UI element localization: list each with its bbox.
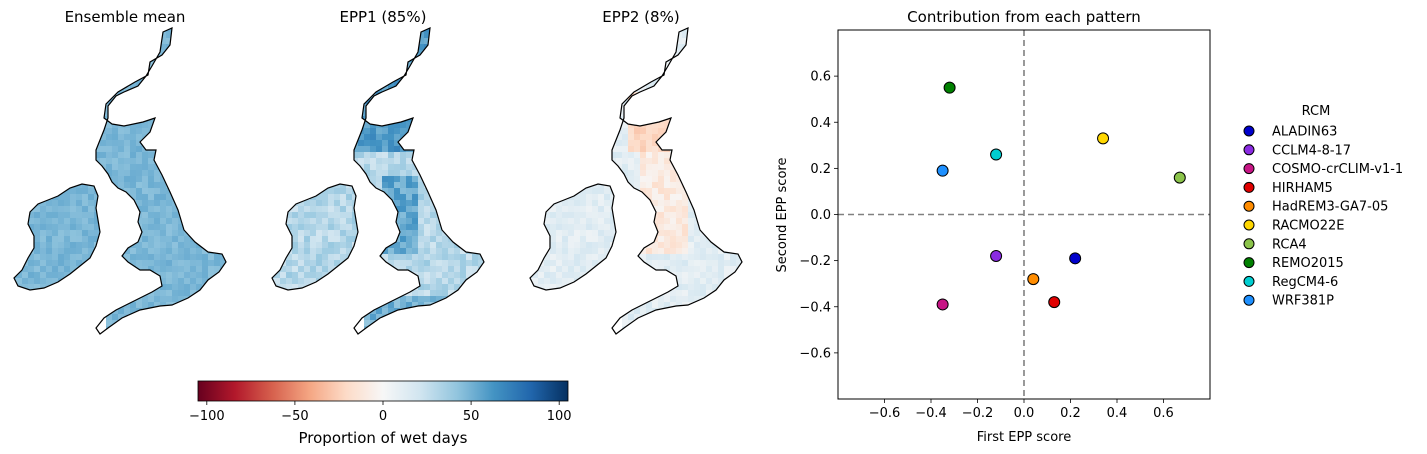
reference-lines [838, 30, 1210, 399]
x-tick-label: 0.2 [1060, 406, 1081, 421]
legend-marker [1243, 238, 1255, 250]
map-title-epp1: EPP1 (85%) [340, 8, 427, 26]
colorbar-gradient [197, 380, 569, 402]
map-panel-ensemble-mean: Ensemble mean [13, 8, 227, 335]
colorbar-tick-label: 50 [463, 409, 480, 424]
legend-marker [1243, 144, 1255, 156]
legend-label: RegCM4-6 [1272, 275, 1338, 290]
legend-label: RACMO22E [1272, 219, 1344, 234]
y-axis-label: Second EPP score [775, 158, 790, 273]
y-tick-label: −0.2 [799, 254, 831, 269]
legend-label: CCLM4-8-17 [1272, 143, 1351, 158]
legend-label: ALADIN63 [1272, 125, 1337, 140]
colorbar-label: Proportion of wet days [299, 429, 468, 447]
legend-marker [1243, 163, 1255, 175]
legend: RCM ALADIN63 CCLM4-8-17 COSMO-crCLIM-v1-1 H… [1243, 104, 1403, 309]
legend-marker [1243, 294, 1255, 306]
legend-marker [1243, 181, 1255, 193]
legend-label: REMO2015 [1272, 256, 1344, 271]
map-field-ensemble-mean [14, 28, 226, 334]
point-hirham5 [1048, 296, 1061, 309]
point-cclm4-8-17 [990, 250, 1003, 263]
y-axis-ticks: −0.6 −0.4 −0.2 0.0 0.2 0.4 0.6 [799, 70, 838, 361]
point-rca4 [1173, 171, 1186, 184]
legend-marker [1243, 275, 1255, 287]
legend-marker [1243, 257, 1255, 269]
colorbar-tick-label: −50 [281, 409, 308, 424]
legend-marker [1243, 219, 1255, 231]
x-tick-label: 0.0 [1014, 406, 1035, 421]
map-title-epp2: EPP2 (8%) [602, 8, 679, 26]
x-tick-label: −0.6 [869, 406, 901, 421]
point-remo2015 [943, 81, 956, 94]
x-axis-ticks: −0.6 −0.4 −0.2 0.0 0.2 0.4 0.6 [869, 399, 1174, 421]
y-tick-label: 0.4 [810, 116, 831, 131]
legend-label: COSMO-crCLIM-v1-1 [1272, 162, 1403, 177]
legend-label: RCA4 [1272, 237, 1307, 252]
point-racmo22e [1097, 132, 1110, 145]
legend-label: HadREM3-GA7-05 [1272, 200, 1388, 215]
legend-title: RCM [1302, 104, 1331, 119]
point-hadrem3-ga7-05 [1027, 273, 1040, 286]
colorbar-ticks: −100 −50 0 50 100 [189, 401, 572, 424]
legend-label: HIRHAM5 [1272, 181, 1333, 196]
point-regcm4-6 [990, 148, 1003, 161]
point-aladin63 [1069, 252, 1082, 265]
x-tick-label: −0.2 [962, 406, 994, 421]
y-tick-label: −0.6 [799, 346, 831, 361]
legend-marker [1243, 125, 1255, 137]
chart-title: Contribution from each pattern [907, 8, 1141, 26]
map-panel-epp2: EPP2 (8%) [529, 8, 743, 335]
map-panel-epp1: EPP1 (85%) [271, 8, 485, 335]
y-tick-label: 0.6 [810, 70, 831, 85]
x-tick-label: 0.4 [1107, 406, 1128, 421]
colorbar: −100 −50 0 50 100 Proportion of wet days [189, 380, 572, 447]
y-tick-label: 0.2 [810, 162, 831, 177]
x-tick-label: −0.4 [915, 406, 947, 421]
x-tick-label: 0.6 [1153, 406, 1174, 421]
scatter-points [936, 81, 1186, 311]
point-cosmo-crclim-v1-1 [936, 298, 949, 311]
colorbar-tick-label: −100 [189, 409, 225, 424]
legend-marker [1243, 200, 1255, 212]
point-wrf381p [936, 164, 949, 177]
colorbar-tick-label: 100 [547, 409, 572, 424]
map-field-epp2 [530, 28, 742, 334]
colorbar-tick-label: 0 [379, 409, 387, 424]
y-tick-label: 0.0 [810, 208, 831, 223]
x-axis-label: First EPP score [977, 430, 1071, 445]
y-tick-label: −0.4 [799, 300, 831, 315]
scatter-chart: Contribution from each pattern −0.6 −0.4−… [775, 8, 1211, 445]
map-title-ensemble-mean: Ensemble mean [65, 8, 186, 26]
map-field-epp1 [272, 28, 484, 334]
legend-label: WRF381P [1272, 294, 1334, 309]
